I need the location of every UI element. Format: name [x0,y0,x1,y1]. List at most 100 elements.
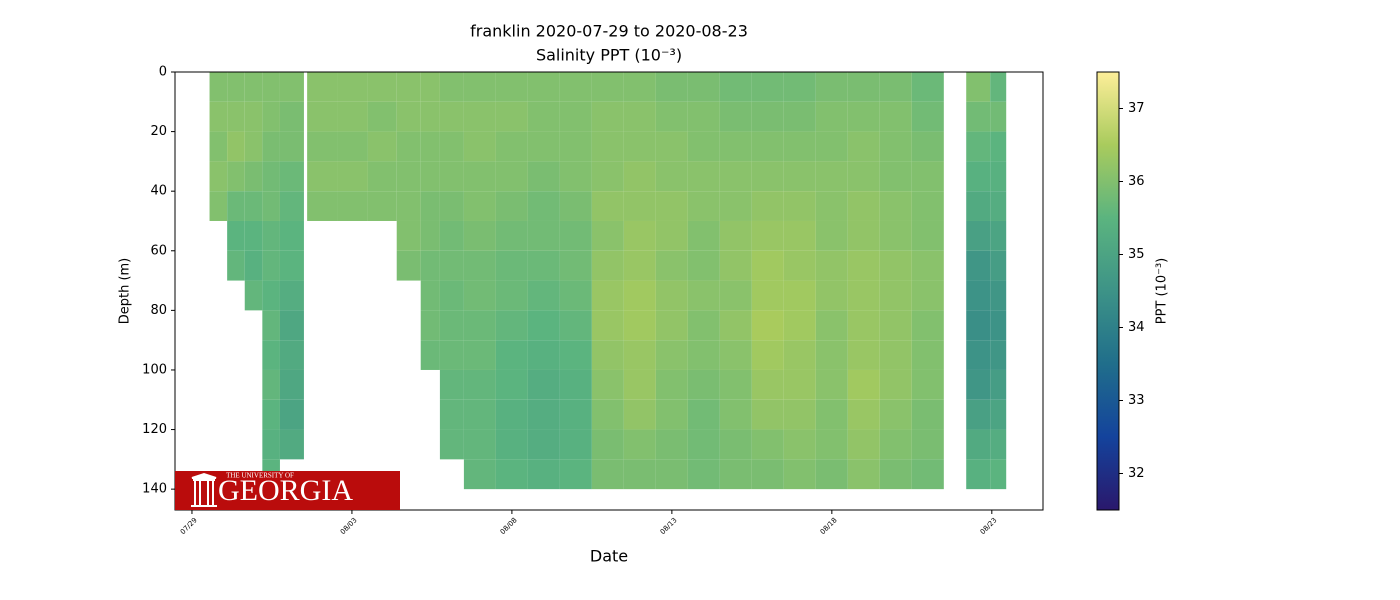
data-cell [911,191,944,221]
data-cell [687,250,720,281]
data-cell [966,280,991,311]
y-tick-label: 0 [159,65,167,80]
data-cell [990,191,1007,221]
data-cell [655,459,688,490]
data-cell [687,131,720,162]
data-cell [439,399,464,430]
data-cell [719,399,752,430]
data-cell [337,131,368,162]
data-cell [420,161,440,192]
data-cell [966,310,991,341]
data-cell [279,429,304,460]
data-cell [279,310,304,341]
data-cell [559,340,592,370]
data-cell [463,72,496,102]
data-cell [262,280,280,311]
data-cell [495,280,528,311]
data-cell [559,191,592,221]
data-cell [420,72,440,102]
data-cell [420,250,440,281]
data-cell [655,72,688,102]
data-cell [495,220,528,251]
data-cell [719,280,752,311]
plot-frame [174,71,1044,511]
data-cell [990,310,1007,341]
data-cell [815,161,848,192]
data-cell [495,101,528,132]
data-cell [527,131,560,162]
data-cell [655,131,688,162]
data-cell [262,310,280,341]
y-tick-label: 140 [142,482,167,497]
data-cell [559,429,592,460]
data-cell [751,459,784,490]
data-cell [687,220,720,251]
data-cell [262,161,280,192]
data-cell [396,250,421,281]
data-cell [337,101,368,132]
data-cell [751,369,784,400]
data-cell [911,220,944,251]
data-cell [783,340,816,370]
data-cell [815,72,848,102]
data-cell [262,429,280,460]
y-tick-label: 40 [150,184,167,199]
data-cell [623,72,656,102]
data-cell [847,310,880,341]
data-cell [966,369,991,400]
data-cell [279,250,304,281]
data-cell [527,161,560,192]
data-layer [209,72,1007,490]
y-tick-label: 120 [142,422,167,437]
data-cell [495,250,528,281]
colorbar-tick-label: 37 [1128,101,1145,116]
data-cell [719,429,752,460]
data-cell [783,429,816,460]
data-cell [244,131,263,162]
data-cell [527,280,560,311]
data-cell [911,429,944,460]
data-cell [495,369,528,400]
data-cell [559,161,592,192]
data-cell [439,340,464,370]
data-cell [262,399,280,430]
data-cell [751,310,784,341]
data-cell [751,340,784,370]
data-cell [966,340,991,370]
data-cell [879,369,912,400]
data-cell [495,310,528,341]
data-cell [495,340,528,370]
data-cell [559,72,592,102]
data-cell [879,72,912,102]
data-cell [719,369,752,400]
data-cell [751,131,784,162]
data-cell [847,340,880,370]
data-cell [420,101,440,132]
data-cell [783,280,816,311]
data-cell [591,369,624,400]
data-cell [911,161,944,192]
data-cell [879,161,912,192]
colorbar-tick-label: 32 [1128,466,1145,481]
data-cell [591,191,624,221]
data-cell [591,340,624,370]
data-cell [337,161,368,192]
data-cell [783,101,816,132]
data-cell [655,429,688,460]
data-cell [879,191,912,221]
data-cell [751,191,784,221]
data-cell [990,250,1007,281]
data-cell [262,72,280,102]
data-cell [495,161,528,192]
data-cell [367,101,397,132]
data-cell [783,131,816,162]
x-tick-label: 08/18 [819,516,839,536]
data-cell [463,399,496,430]
data-cell [879,101,912,132]
data-cell [719,191,752,221]
data-cell [966,101,991,132]
data-cell [527,310,560,341]
data-cell [262,220,280,251]
data-cell [559,220,592,251]
data-cell [307,161,338,192]
